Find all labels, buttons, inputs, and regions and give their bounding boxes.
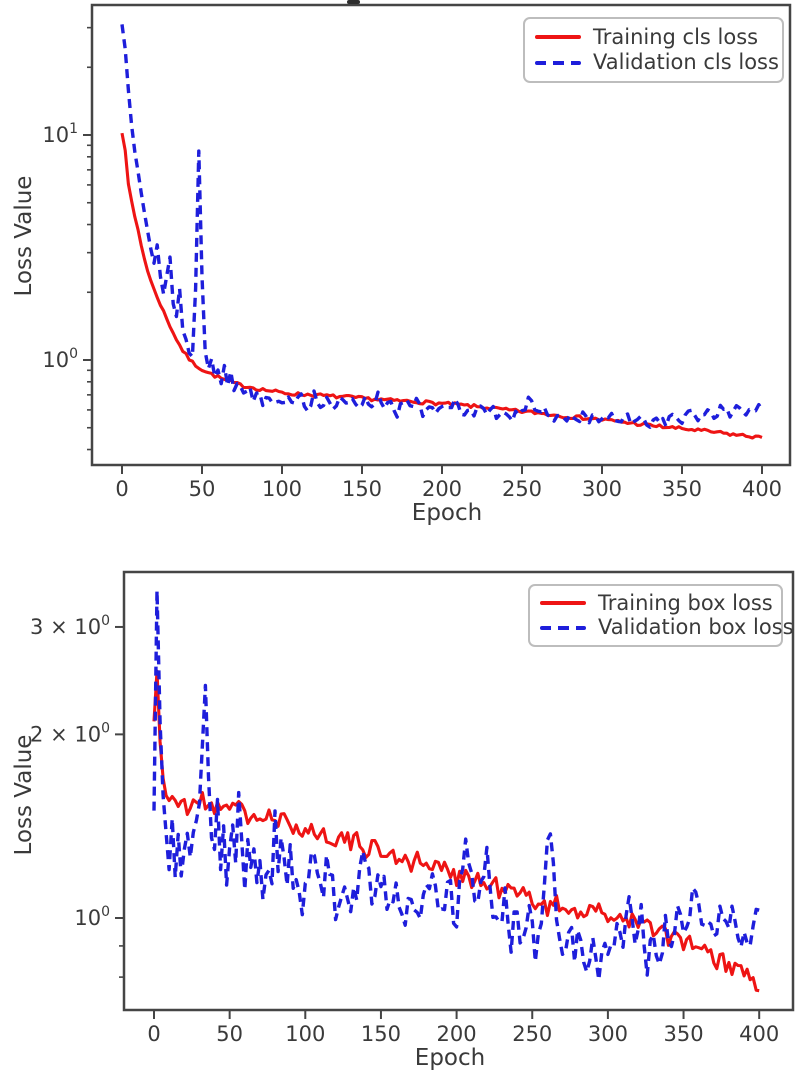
cls-xtick-label-300: 300 — [582, 477, 622, 501]
cls-ytick-label-1: 100 — [42, 346, 78, 372]
box-plot-border — [122, 570, 795, 1012]
cls-legend-row-validation: Validation cls loss — [535, 52, 779, 73]
cls-xtick-label-100: 100 — [262, 477, 302, 501]
cls-x-axis-label: Epoch — [411, 500, 483, 526]
box-val-curve — [152, 588, 760, 982]
training-line-sample-icon — [535, 35, 581, 40]
cls-legend-row-training: Training cls loss — [535, 24, 772, 49]
cls-legend: Training cls loss Validation cls loss — [523, 17, 784, 83]
box-ytick-label-1: 100 — [74, 904, 110, 930]
cls-legend-validation-label: Validation cls loss — [593, 50, 779, 75]
box-xtick-label-200: 200 — [437, 1022, 477, 1046]
box-x-axis-label: Epoch — [414, 1045, 486, 1071]
box-xtick-label-50: 50 — [216, 1022, 243, 1046]
box-train-curve — [152, 669, 760, 993]
box-ytick-label-3: 3 × 100 — [30, 613, 110, 639]
validation-dashed-line-sample-icon — [535, 60, 581, 65]
training-line-sample-icon — [540, 601, 586, 606]
cls-xtick-label-150: 150 — [342, 477, 382, 501]
cls-xtick-label-350: 350 — [662, 477, 702, 501]
validation-dashed-line-sample-icon — [540, 625, 586, 630]
box-legend-row-training: Training box loss — [540, 590, 773, 615]
box-xtick-label-0: 0 — [147, 1022, 160, 1046]
cls-xtick-label-50: 50 — [189, 477, 216, 501]
box-xtick-label-350: 350 — [664, 1022, 704, 1046]
box-y-axis-label: Loss Value — [11, 734, 37, 856]
box-xtick-label-400: 400 — [739, 1022, 779, 1046]
cls-xtick-label-250: 250 — [502, 477, 542, 501]
box-ytick-label-2: 2 × 100 — [30, 720, 110, 746]
cls-plot-border — [90, 3, 792, 467]
box-legend: Training box loss Validation box loss — [528, 584, 794, 647]
box-legend-training-label: Training box loss — [598, 590, 773, 615]
cls-chart: 0 50 100 150 200 250 300 350 400 101 100 — [42, 3, 792, 501]
cls-xtick-label-200: 200 — [422, 477, 462, 501]
cls-train-curve — [120, 132, 763, 440]
box-xtick-label-250: 250 — [512, 1022, 552, 1046]
box-chart: 0 50 100 150 200 250 300 350 400 3 × 100 2 × 100 10… — [30, 570, 795, 1046]
cls-xtick-label-0: 0 — [115, 477, 128, 501]
cls-y-axis-label: Loss Value — [11, 175, 37, 297]
box-xtick-label-150: 150 — [361, 1022, 401, 1046]
cls-val-curve — [120, 24, 764, 429]
cls-xtick-label-400: 400 — [742, 477, 782, 501]
cls-legend-training-label: Training cls loss — [593, 24, 759, 49]
box-xtick-label-100: 100 — [285, 1022, 325, 1046]
cls-ytick-label-10: 101 — [42, 121, 78, 147]
cropped-title-mark — [347, 0, 360, 4]
box-legend-validation-label: Validation box loss — [598, 615, 794, 640]
box-legend-row-validation: Validation box loss — [540, 617, 794, 638]
box-xtick-label-300: 300 — [588, 1022, 628, 1046]
